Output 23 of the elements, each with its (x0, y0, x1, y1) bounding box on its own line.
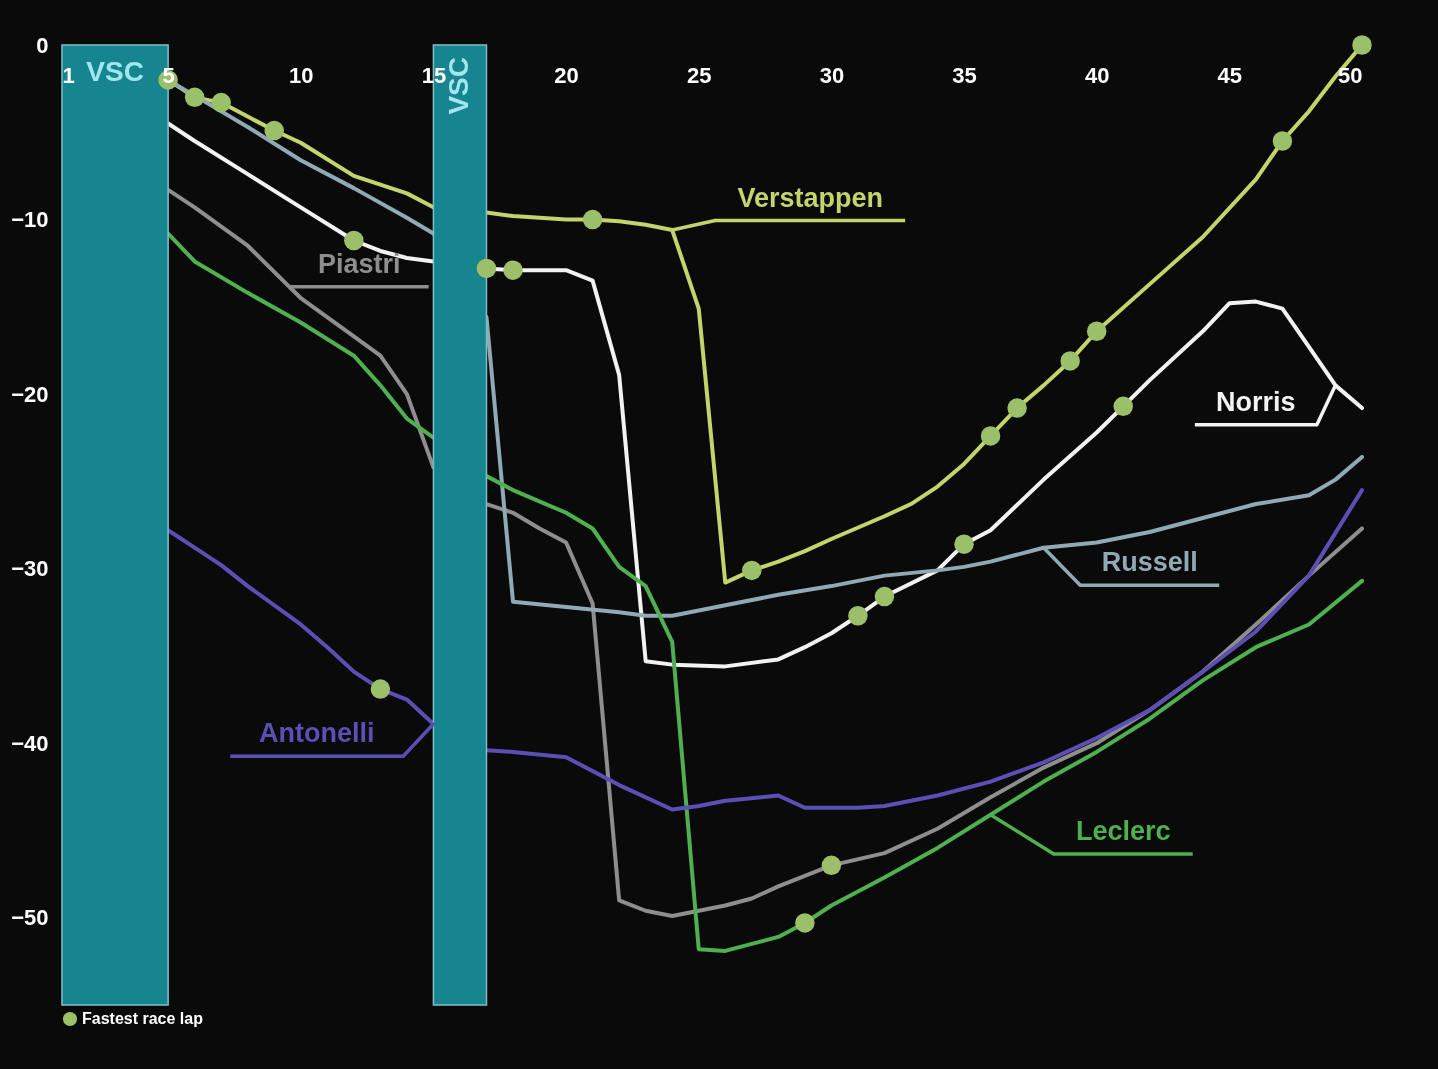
y-tick-label: −40 (11, 730, 49, 756)
y-tick-label: 0 (36, 32, 49, 58)
series-label: Antonelli (258, 718, 375, 749)
y-tick-label: −10 (11, 207, 49, 233)
x-tick-label: 45 (1217, 62, 1243, 88)
y-tick-label: −50 (11, 905, 49, 931)
x-tick-label: 50 (1338, 62, 1363, 88)
x-tick-label: 25 (686, 62, 712, 88)
x-tick-label: 10 (289, 62, 314, 88)
series-label: Piastri (317, 248, 401, 279)
x-tick-label: 35 (952, 62, 977, 88)
y-tick-label: −20 (11, 381, 49, 407)
text: Verstappen (737, 182, 883, 213)
band-label: VSC (86, 56, 144, 87)
legend-label: Russell (1101, 547, 1198, 578)
series-label: Norris (1216, 386, 1296, 417)
x-tick-label: 1 (62, 62, 75, 88)
legend-label: Fastest race lap (82, 1010, 204, 1027)
x-tick-label: 40 (1084, 62, 1110, 88)
x-tick-label: 20 (554, 62, 579, 88)
y-tick-label: −30 (11, 556, 49, 582)
legend-label: Leclerc (1075, 816, 1171, 847)
x-tick-label: 30 (819, 62, 845, 88)
